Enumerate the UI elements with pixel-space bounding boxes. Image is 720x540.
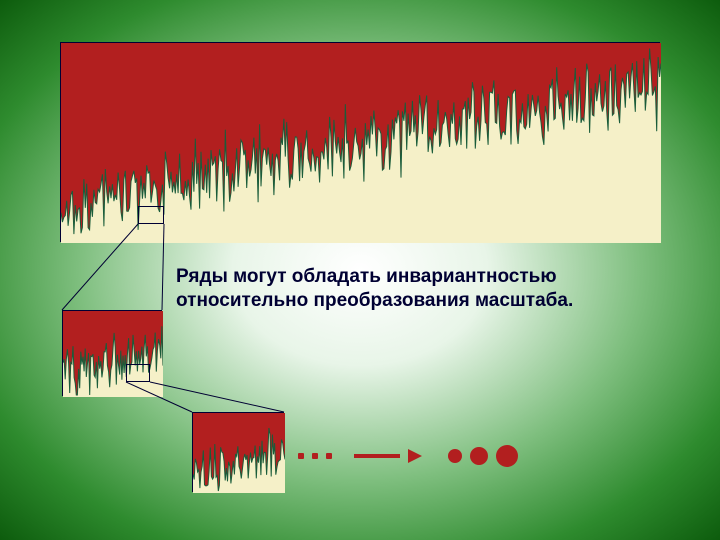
zoom2-svg [193,413,285,493]
arrow-head-icon [408,449,422,463]
zoom-selector-2 [126,364,150,382]
zoom-panel-1 [62,310,162,396]
caption-line-1: Ряды могут обладать инвариантностью [176,266,557,287]
growing-dot [448,449,462,463]
continuation-indicator [298,445,518,467]
ellipsis-dot [326,453,332,459]
caption-text: Ряды могут обладать инвариантностью отно… [176,265,656,313]
zoom1-svg [63,311,163,397]
growing-dot [496,445,518,467]
caption-line-2: относительно преобразования масштаба. [176,290,573,311]
growing-dot [470,447,488,465]
arrow-shaft [354,454,400,458]
ellipsis-dot [312,453,318,459]
zoom-selector-1 [138,206,164,224]
ellipsis-dot [298,453,304,459]
zoom-panel-2 [192,412,284,492]
